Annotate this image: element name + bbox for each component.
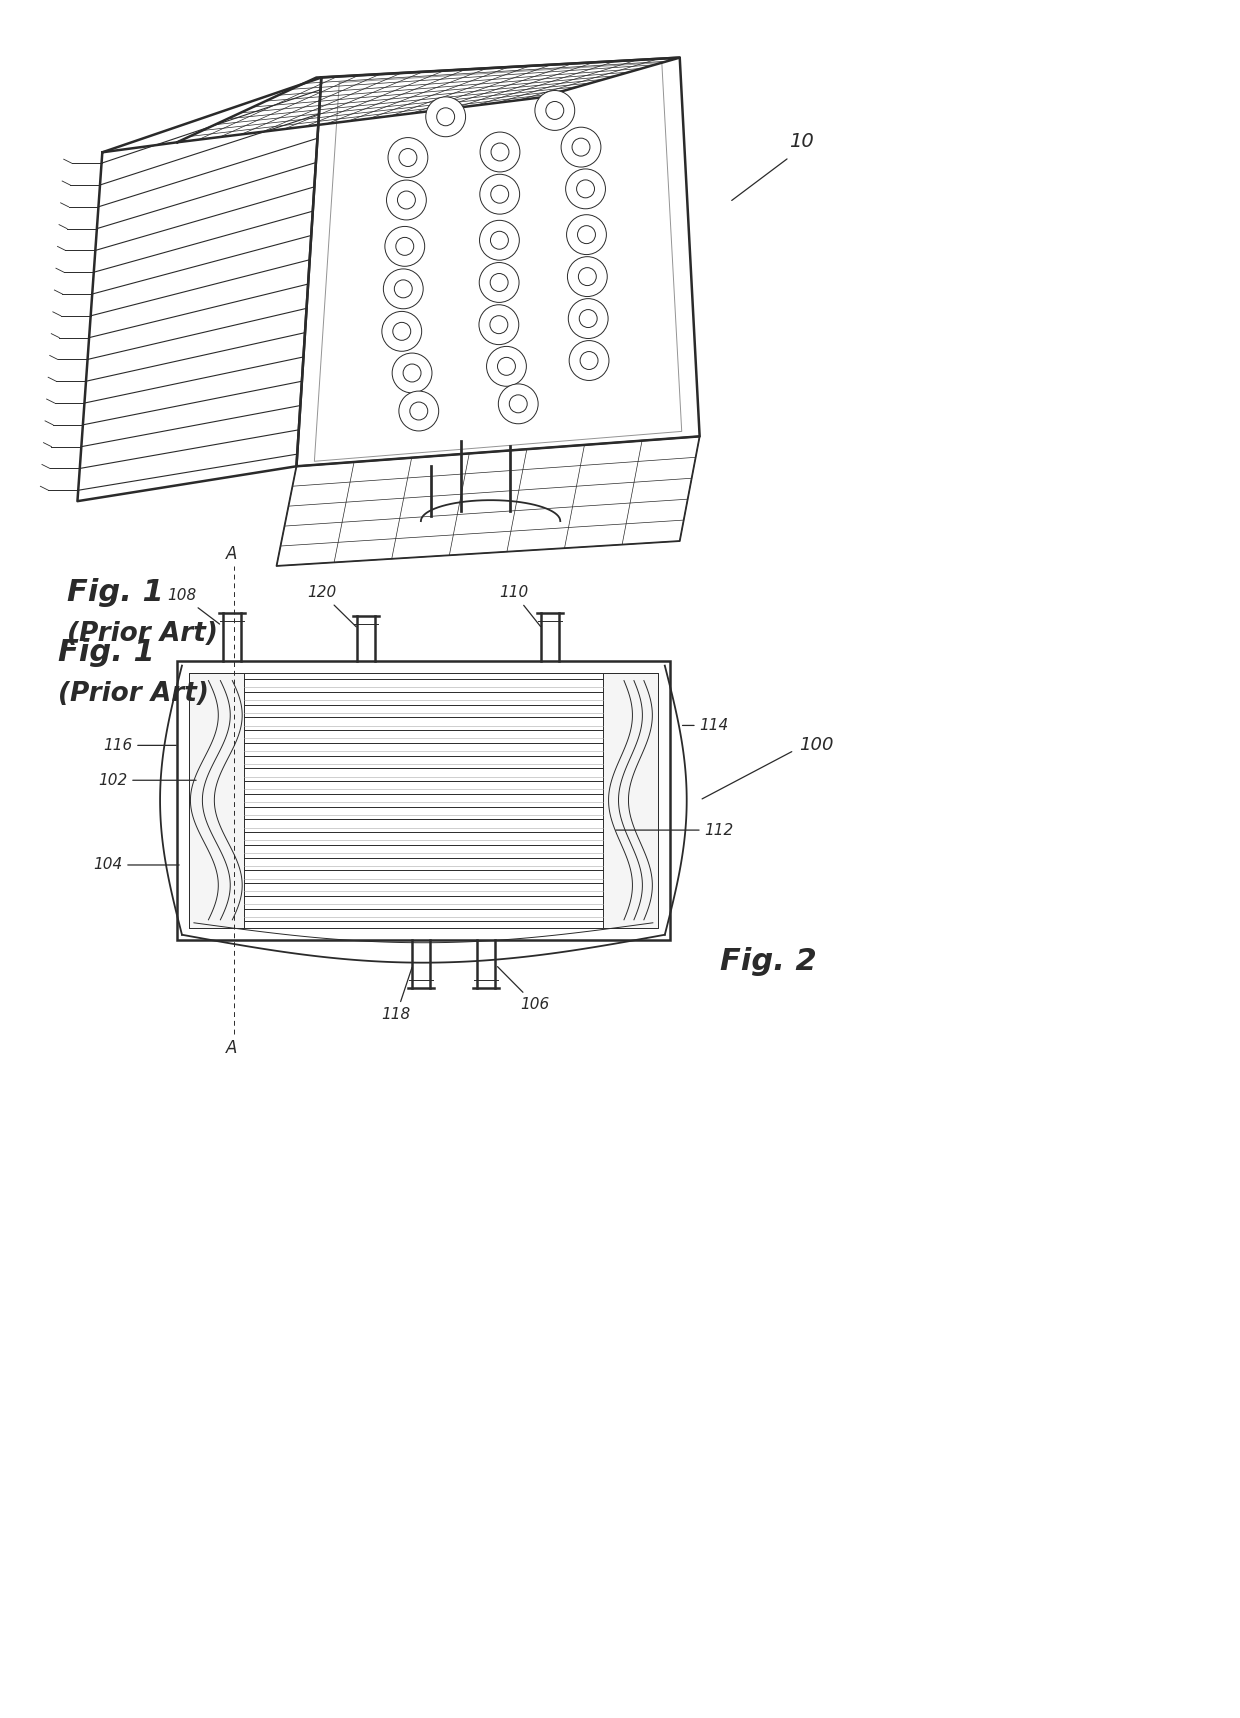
Circle shape (580, 352, 598, 369)
Circle shape (510, 395, 527, 412)
Text: Fig. 1: Fig. 1 (67, 577, 164, 606)
Circle shape (388, 137, 428, 177)
Circle shape (382, 311, 422, 350)
Text: 106: 106 (497, 967, 549, 1012)
Circle shape (403, 364, 422, 381)
Text: 10: 10 (789, 132, 813, 151)
Text: 118: 118 (382, 967, 412, 1022)
Bar (177, 661, 670, 940)
Text: 108: 108 (167, 588, 219, 624)
Circle shape (546, 101, 564, 120)
Circle shape (393, 323, 410, 340)
Bar (188, 673, 244, 928)
Circle shape (491, 186, 508, 203)
Circle shape (480, 174, 520, 215)
Circle shape (572, 137, 590, 156)
Circle shape (387, 180, 427, 220)
Text: 114: 114 (682, 718, 729, 734)
Text: 102: 102 (98, 773, 196, 789)
Text: (Prior Art): (Prior Art) (67, 620, 218, 646)
Text: 120: 120 (308, 586, 356, 627)
Circle shape (399, 148, 417, 167)
Circle shape (425, 96, 465, 137)
Circle shape (568, 256, 608, 297)
Text: (Prior Art): (Prior Art) (57, 680, 208, 706)
Text: Fig. 1: Fig. 1 (57, 637, 154, 667)
Text: 104: 104 (93, 857, 180, 873)
Circle shape (480, 220, 520, 259)
Circle shape (534, 91, 574, 131)
Circle shape (490, 273, 508, 292)
Circle shape (490, 316, 508, 333)
Bar (188, 673, 658, 928)
Circle shape (410, 402, 428, 419)
Circle shape (392, 354, 432, 393)
Circle shape (436, 108, 455, 125)
Circle shape (497, 357, 516, 375)
Text: A: A (226, 545, 237, 564)
Circle shape (479, 263, 520, 302)
Circle shape (567, 215, 606, 254)
Circle shape (565, 168, 605, 210)
Circle shape (491, 143, 508, 161)
Circle shape (394, 280, 412, 297)
Circle shape (491, 232, 508, 249)
Circle shape (560, 127, 601, 167)
Bar (603, 673, 658, 928)
Text: 100: 100 (800, 737, 833, 754)
Circle shape (384, 227, 424, 266)
Text: A: A (226, 1039, 237, 1057)
Circle shape (498, 383, 538, 424)
Circle shape (486, 347, 526, 387)
Circle shape (398, 191, 415, 210)
Text: 110: 110 (500, 586, 541, 627)
Circle shape (396, 237, 414, 256)
Circle shape (399, 392, 439, 431)
Circle shape (383, 270, 423, 309)
Circle shape (579, 309, 598, 328)
Circle shape (569, 340, 609, 380)
Circle shape (578, 225, 595, 244)
Circle shape (480, 132, 520, 172)
Text: Fig. 2: Fig. 2 (719, 947, 816, 976)
Circle shape (578, 268, 596, 285)
Text: 112: 112 (616, 823, 734, 838)
Circle shape (568, 299, 608, 338)
Circle shape (577, 180, 594, 198)
Text: 116: 116 (103, 737, 176, 752)
Circle shape (479, 304, 518, 345)
